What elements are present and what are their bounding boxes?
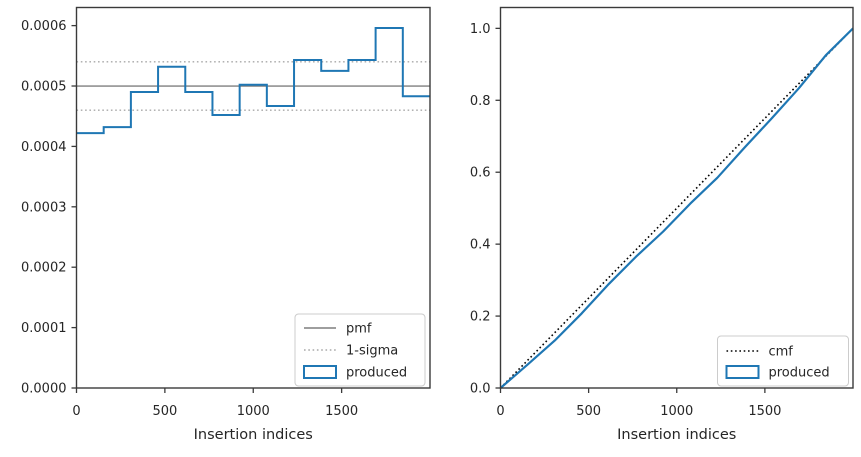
- series-produced: [76, 27, 430, 135]
- y-tick-label: 0.0006: [21, 19, 67, 34]
- y-tick-label: 0.0005: [21, 80, 67, 95]
- y-tick-label: 0.0000: [21, 382, 67, 397]
- legend: pmf 1-sigma produced: [294, 313, 426, 387]
- legend-label: produced: [346, 366, 407, 381]
- x-tick-label: 500: [152, 404, 177, 419]
- x-tick-label: 0: [72, 404, 80, 419]
- series-produced: [499, 27, 854, 389]
- legend-label: produced: [769, 366, 830, 381]
- x-tick-label: 1000: [660, 404, 693, 419]
- x-axis-label: Insertion indices: [194, 427, 313, 443]
- series-cmf: [499, 27, 854, 389]
- y-tick-label: 0.6: [470, 166, 491, 181]
- y-tick-label: 0.0003: [21, 200, 67, 215]
- x-axis-label: Insertion indices: [617, 427, 736, 443]
- y-tick-label: 0.0004: [21, 140, 67, 155]
- x-tick-label: 1500: [748, 404, 781, 419]
- x-tick-label: 1500: [325, 404, 358, 419]
- y-tick-label: 1.0: [470, 22, 491, 37]
- y-tick-label: 0.0001: [21, 321, 67, 336]
- y-tick-label: 0.0: [470, 382, 491, 397]
- legend-swatch-produced: [725, 365, 760, 379]
- x-tick-label: 0: [496, 404, 504, 419]
- x-tick-label: 1000: [237, 404, 270, 419]
- legend: cmf produced: [717, 335, 849, 387]
- y-tick-label: 0.8: [470, 94, 491, 109]
- legend-label: 1-sigma: [346, 344, 398, 359]
- y-tick-label: 0.4: [470, 238, 491, 253]
- subplot-cmf: 0 500 1000 1500 0.0 0.2 0.4 0.6 0.8 1.0 Insertion …: [470, 6, 854, 443]
- legend-swatch-produced: [303, 365, 337, 379]
- x-tick-label: 500: [576, 404, 601, 419]
- y-tick-label: 0.2: [470, 310, 491, 325]
- legend-label: cmf: [769, 345, 794, 360]
- subplot-pmf: 0 500 1000 1500 0.0000 0.0001 0.0002 0.0003 0.00…: [21, 6, 431, 443]
- y-tick-label: 0.0002: [21, 261, 67, 276]
- legend-label: pmf: [346, 322, 372, 337]
- axes-spines: [499, 6, 854, 389]
